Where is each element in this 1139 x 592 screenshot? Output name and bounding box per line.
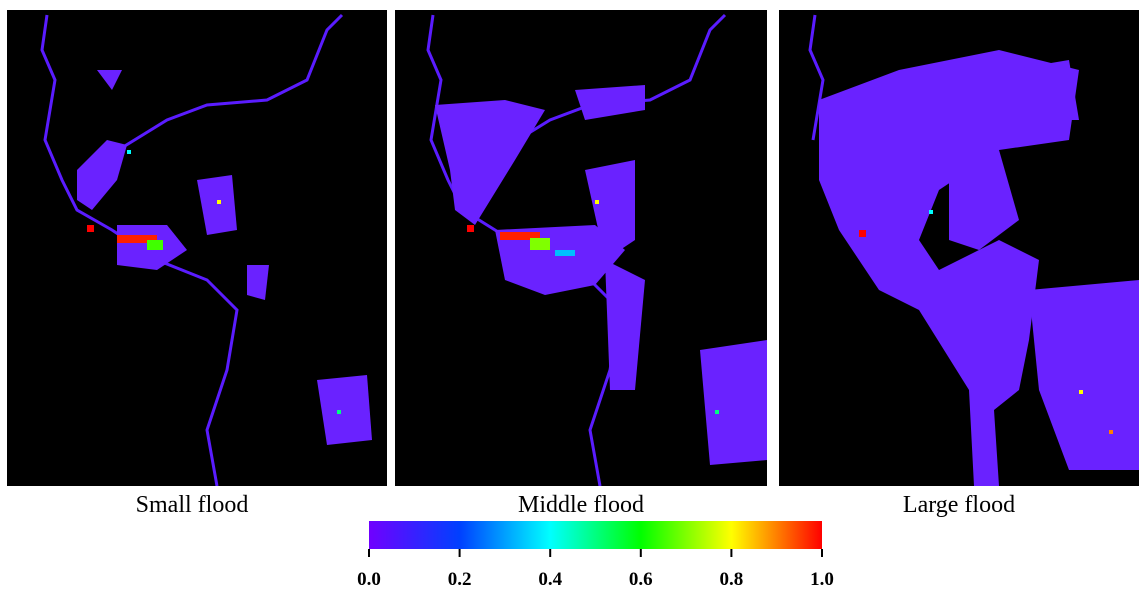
map-large xyxy=(779,10,1139,486)
map-small xyxy=(7,10,387,486)
tick-label: 0.2 xyxy=(448,569,472,590)
tick-label: 0.8 xyxy=(720,569,744,590)
tick-label: 0.6 xyxy=(629,569,653,590)
map-middle xyxy=(395,10,767,486)
tick-label: 1.0 xyxy=(810,569,834,590)
tick-label: 0.4 xyxy=(538,569,562,590)
colorbar xyxy=(369,521,822,549)
panel-label: Middle flood xyxy=(518,492,644,518)
tick-label: 0.0 xyxy=(357,569,381,590)
panel-label: Large flood xyxy=(903,492,1015,518)
panel-label: Small flood xyxy=(136,492,249,518)
